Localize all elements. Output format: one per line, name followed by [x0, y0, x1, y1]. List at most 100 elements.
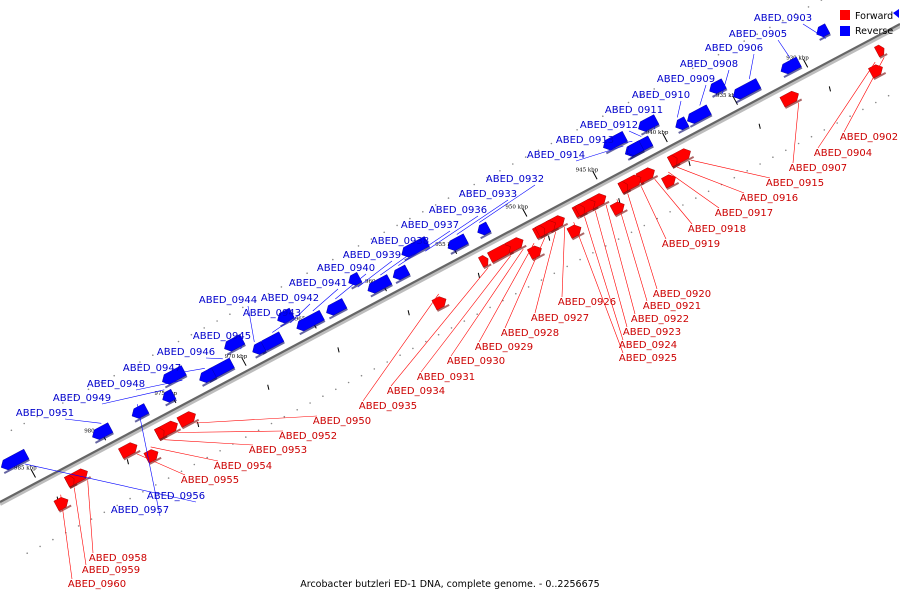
label-ABED_0924: ABED_0924 — [619, 340, 677, 351]
leader-ABED_0933 — [456, 199, 509, 235]
label-ABED_0940: ABED_0940 — [317, 263, 375, 274]
gene-ABED_0949-shade — [165, 398, 177, 407]
gene-ABED_0920-shade — [622, 189, 632, 196]
gene-ABED_0939-shade — [351, 282, 363, 290]
scroll-arrow-icon[interactable] — [893, 9, 899, 18]
gene-ABED_0934 — [478, 255, 492, 270]
ruler-dot — [293, 279, 296, 281]
leader-ABED_0954 — [150, 446, 219, 462]
ruler-dot — [643, 224, 646, 227]
gene-ABED_0924-shade — [579, 212, 588, 218]
label-ABED_0923: ABED_0923 — [623, 327, 681, 338]
gene-ABED_0910-shape — [675, 116, 690, 131]
gene-ABED_0934-shape — [478, 255, 489, 268]
label-ABED_0946: ABED_0946 — [157, 347, 215, 358]
label-ABED_0920: ABED_0920 — [653, 289, 711, 300]
genome-caption: Arcobacter butzleri ED-1 DNA, complete g… — [300, 579, 599, 590]
gene-ABED_0948-shape — [162, 365, 187, 385]
ruler-dot — [383, 231, 386, 234]
gene-ABED_0935 — [431, 296, 450, 312]
ruler-dot — [692, 67, 694, 70]
gene-ABED_0917-shade — [666, 182, 680, 191]
gene-ABED_0907 — [779, 90, 803, 109]
gene-ABED_0939 — [348, 272, 363, 290]
ruler-dot — [126, 368, 128, 370]
gene-ABED_0940-shape — [326, 298, 348, 316]
tick-mark-minor — [758, 123, 761, 129]
leader-ABED_0924 — [584, 216, 624, 341]
ruler-dot — [743, 40, 745, 42]
gene-ABED_0956-shape — [0, 448, 30, 471]
ruler-dot — [476, 313, 479, 316]
gene-features — [0, 23, 888, 513]
gene-ABED_0951 — [92, 422, 114, 444]
ruler-dot — [167, 477, 170, 479]
ruler-dot — [447, 197, 450, 199]
leader-ABED_0934 — [390, 267, 489, 387]
ruler-dot — [605, 245, 607, 247]
genome-backbone — [0, 23, 900, 506]
ruler-dot — [357, 245, 360, 247]
gene-ABED_0937 — [392, 264, 411, 285]
ruler-dot — [769, 26, 771, 29]
ruler-dot — [296, 409, 299, 411]
label-ABED_0912: ABED_0912 — [580, 120, 638, 131]
backbone-line — [0, 23, 900, 503]
gene-ABED_0933 — [447, 233, 470, 255]
ruler-dot — [772, 156, 774, 158]
ruler-dot — [280, 286, 283, 288]
label-ABED_0939: ABED_0939 — [343, 250, 401, 261]
gene-ABED_0940 — [326, 298, 348, 320]
gene-ABED_0944-shade — [255, 351, 267, 359]
tick-label: 945 kbp — [576, 167, 599, 173]
gene-ABED_0904-shape — [868, 64, 883, 79]
leader-ABED_0928 — [504, 237, 546, 329]
gene-ABED_0918-shade — [640, 175, 659, 186]
gene-labels: ABED_0903 ABED_0905 ABED_0906 ABED_0908 ABED… — [16, 13, 898, 590]
leader-ABED_0942 — [290, 303, 311, 324]
ruler-dot — [563, 135, 565, 138]
tick-mark — [522, 208, 528, 217]
ruler-dot — [820, 0, 823, 1]
ruler-dot — [875, 101, 877, 104]
legend-reverse-label: Reverse — [855, 26, 893, 37]
ruler-dot — [396, 224, 398, 227]
leader-ABED_0917 — [668, 171, 720, 209]
ruler-dot — [473, 183, 476, 186]
ruler-dot — [730, 47, 733, 49]
ruler-dot — [614, 108, 617, 111]
leader-ABED_0929 — [478, 243, 535, 343]
gene-ABED_0921-shade — [615, 209, 628, 218]
label-ABED_0932: ABED_0932 — [486, 174, 544, 185]
gene-ABED_0944 — [252, 341, 267, 359]
leader-ABED_0921 — [616, 199, 648, 302]
gene-ABED_0943-shade — [262, 341, 285, 355]
gene-ABED_0960 — [53, 497, 72, 513]
ruler-dot — [627, 101, 630, 104]
gene-ABED_0951-shade — [94, 432, 114, 444]
gene-ABED_0909 — [687, 104, 713, 128]
leader-ABED_0904 — [817, 61, 876, 149]
ruler-dot — [733, 176, 736, 179]
ruler-dot — [759, 163, 761, 165]
gene-ABED_0902-shade — [879, 53, 888, 59]
ruler-dot — [695, 197, 697, 199]
tick-mark-minor — [477, 272, 480, 279]
gene-ABED_0907-shade — [784, 98, 803, 109]
ruler-dot — [617, 238, 620, 240]
ruler-dot — [707, 190, 710, 193]
ruler-dot — [409, 217, 411, 220]
legend-reverse-swatch — [840, 26, 850, 36]
tick-mark-minor — [618, 198, 621, 204]
label-ABED_0959: ABED_0959 — [82, 565, 140, 576]
leader-ABED_0952 — [177, 430, 284, 433]
gene-ABED_0921-shape — [609, 201, 625, 216]
gene-ABED_0917 — [661, 174, 680, 191]
label-ABED_0948: ABED_0948 — [87, 379, 145, 390]
leader-ABED_0950 — [195, 415, 318, 424]
leader-ABED_0935 — [362, 293, 439, 402]
ruler-dot — [682, 204, 684, 206]
leader-ABED_0906 — [749, 53, 755, 80]
gene-ABED_0913 — [626, 140, 645, 160]
ruler-dot — [283, 415, 286, 418]
